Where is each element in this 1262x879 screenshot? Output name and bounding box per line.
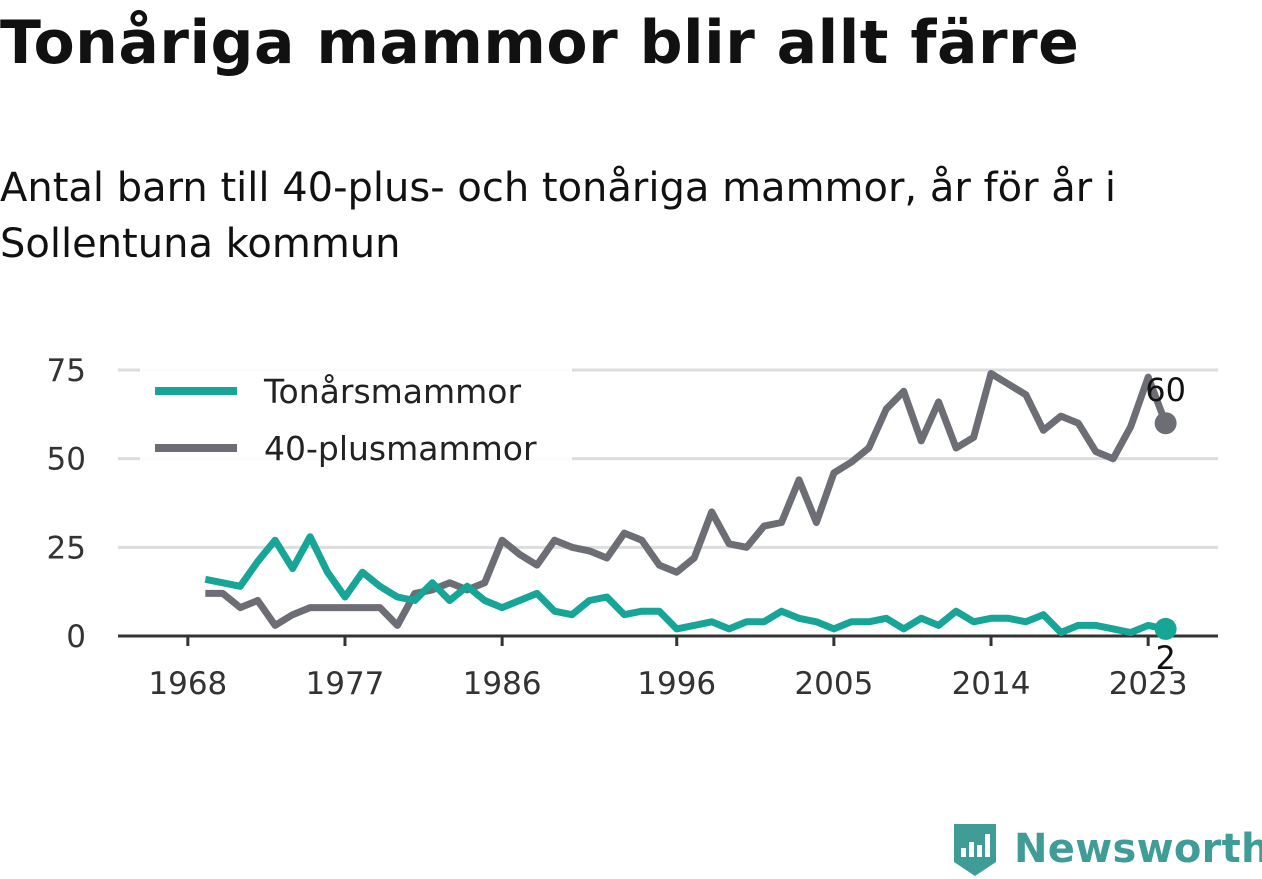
series-end-point	[1154, 412, 1177, 435]
series-end-point	[1154, 617, 1177, 640]
series-line	[204, 533, 1167, 636]
brand-logo: Newsworthy	[950, 820, 1262, 878]
brand-name: Newsworthy	[1014, 826, 1262, 872]
y-tick-label: 75	[47, 353, 86, 389]
chart-title: Tonåriga mammor blir allt färre	[0, 8, 1080, 78]
legend-label: 40-plusmammor	[264, 429, 537, 468]
bar-chart-badge-icon	[954, 824, 996, 876]
x-tick-label: 1986	[463, 666, 542, 702]
x-axis: 1968 1977 1986 1996 2005 2014 2023	[118, 634, 1218, 702]
series-lines: 2 60	[204, 370, 1186, 677]
x-tick-label: 1977	[306, 666, 385, 702]
series-end-label: 60	[1145, 371, 1186, 409]
legend-label: Tonårsmammor	[263, 372, 521, 411]
series-line	[205, 370, 1169, 629]
x-tick-label: 2014	[952, 666, 1031, 702]
chart-subtitle: Antal barn till 40-plus- och tonåriga ma…	[0, 165, 1117, 267]
y-tick-label: 0	[66, 619, 86, 655]
x-tick-label: 2005	[794, 666, 873, 702]
series-end-label: 2	[1155, 639, 1175, 677]
x-tick-label: 1968	[148, 666, 227, 702]
legend: Tonårsmammor 40-plusmammor	[140, 362, 572, 468]
x-tick-label: 1996	[637, 666, 716, 702]
y-tick-label: 50	[47, 442, 86, 478]
y-axis: 0 25 50 75	[47, 353, 86, 655]
y-tick-label: 25	[47, 530, 86, 566]
x-tick-label: 2023	[1109, 666, 1188, 702]
